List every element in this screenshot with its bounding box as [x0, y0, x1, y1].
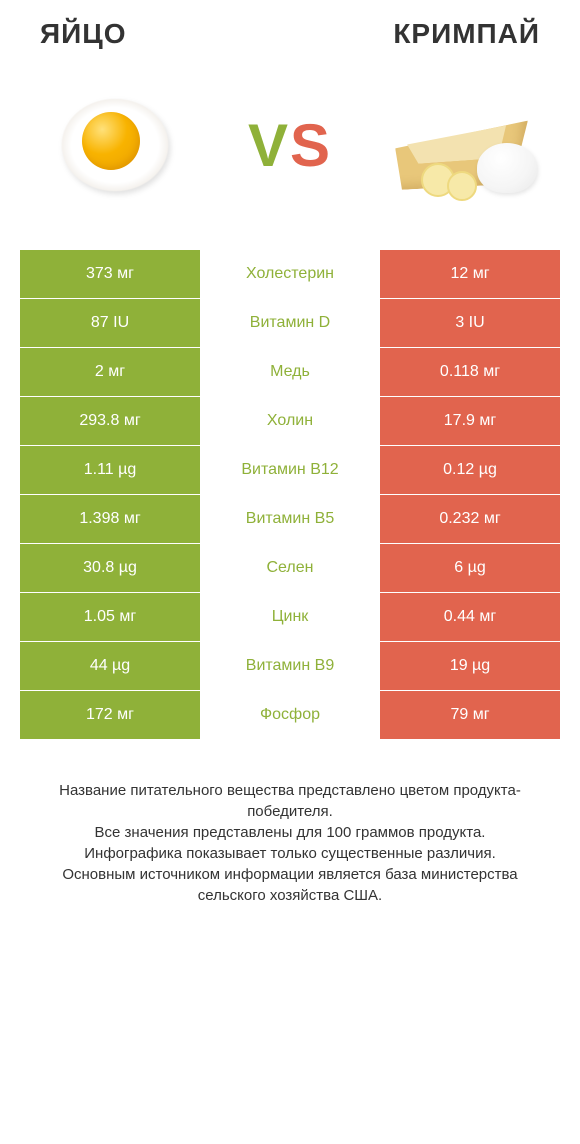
left-value-cell: 293.8 мг	[20, 397, 200, 445]
nutrient-label-cell: Витамин B5	[200, 495, 380, 543]
nutrient-label-cell: Витамин B9	[200, 642, 380, 690]
left-value-cell: 1.11 µg	[20, 446, 200, 494]
right-value-cell: 0.232 мг	[380, 495, 560, 543]
vs-s-letter: S	[290, 112, 332, 179]
nutrient-label-cell: Медь	[200, 348, 380, 396]
nutrient-label-cell: Холестерин	[200, 250, 380, 298]
left-value-cell: 2 мг	[20, 348, 200, 396]
cream-pie-icon	[385, 85, 545, 205]
table-row: 373 мгХолестерин12 мг	[20, 250, 560, 299]
right-value-cell: 12 мг	[380, 250, 560, 298]
nutrient-comparison-table: 373 мгХолестерин12 мг87 IUВитамин D3 IU2…	[20, 250, 560, 740]
footnote: Название питательного вещества представл…	[30, 780, 550, 906]
right-value-cell: 0.44 мг	[380, 593, 560, 641]
nutrient-label-cell: Витамин B12	[200, 446, 380, 494]
footnote-line: Название питательного вещества представл…	[30, 780, 550, 822]
egg-image	[30, 70, 200, 220]
footnote-line: Основным источником информации является …	[30, 864, 550, 906]
nutrient-label-cell: Витамин D	[200, 299, 380, 347]
nutrient-label-cell: Селен	[200, 544, 380, 592]
footnote-line: Все значения представлены для 100 граммо…	[30, 822, 550, 843]
food-right-title: КРИМПАЙ	[393, 18, 540, 50]
nutrient-label-cell: Цинк	[200, 593, 380, 641]
right-value-cell: 79 мг	[380, 691, 560, 739]
left-value-cell: 1.398 мг	[20, 495, 200, 543]
table-row: 30.8 µgСелен6 µg	[20, 544, 560, 593]
right-value-cell: 6 µg	[380, 544, 560, 592]
egg-icon	[40, 80, 190, 210]
right-value-cell: 17.9 мг	[380, 397, 560, 445]
left-value-cell: 87 IU	[20, 299, 200, 347]
left-value-cell: 373 мг	[20, 250, 200, 298]
table-row: 87 IUВитамин D3 IU	[20, 299, 560, 348]
vs-label: VS	[248, 111, 332, 180]
table-row: 1.398 мгВитамин B50.232 мг	[20, 495, 560, 544]
vs-section: VS	[0, 60, 580, 250]
vs-v-letter: V	[248, 112, 290, 179]
nutrient-label-cell: Холин	[200, 397, 380, 445]
table-row: 172 мгФосфор79 мг	[20, 691, 560, 740]
table-row: 1.05 мгЦинк0.44 мг	[20, 593, 560, 642]
left-value-cell: 30.8 µg	[20, 544, 200, 592]
header: ЯЙЦО КРИМПАЙ	[0, 0, 580, 60]
table-row: 44 µgВитамин B919 µg	[20, 642, 560, 691]
right-value-cell: 19 µg	[380, 642, 560, 690]
left-value-cell: 172 мг	[20, 691, 200, 739]
footnote-line: Инфографика показывает только существенн…	[30, 843, 550, 864]
left-value-cell: 44 µg	[20, 642, 200, 690]
table-row: 1.11 µgВитамин B120.12 µg	[20, 446, 560, 495]
table-row: 293.8 мгХолин17.9 мг	[20, 397, 560, 446]
cream-pie-image	[380, 70, 550, 220]
nutrient-label-cell: Фосфор	[200, 691, 380, 739]
food-left-title: ЯЙЦО	[40, 18, 126, 50]
right-value-cell: 0.118 мг	[380, 348, 560, 396]
left-value-cell: 1.05 мг	[20, 593, 200, 641]
right-value-cell: 3 IU	[380, 299, 560, 347]
table-row: 2 мгМедь0.118 мг	[20, 348, 560, 397]
right-value-cell: 0.12 µg	[380, 446, 560, 494]
